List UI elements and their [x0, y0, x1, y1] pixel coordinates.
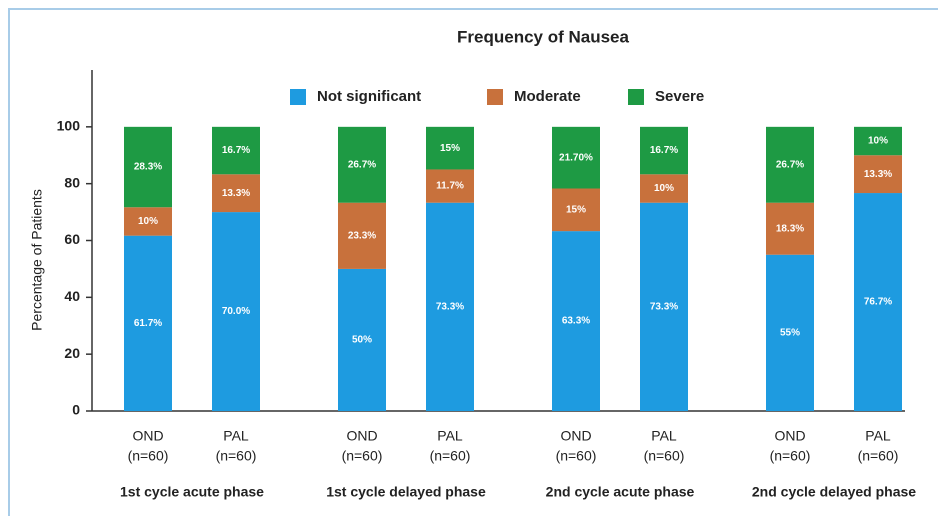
bar-segment	[552, 188, 600, 232]
bar-segment	[640, 174, 688, 203]
data-label: 28.3%	[134, 162, 162, 173]
group-label: 2nd cycle acute phase	[546, 484, 695, 500]
bar-segment	[766, 202, 814, 255]
chart-title: Frequency of Nausea	[457, 27, 629, 46]
y-tick-label: 60	[64, 231, 80, 247]
y-tick-label: 100	[57, 118, 81, 134]
group-label: 1st cycle delayed phase	[326, 484, 486, 500]
bar-segment	[124, 126, 172, 208]
bar-segment	[338, 126, 386, 203]
bar-segment	[124, 207, 172, 236]
legend-swatch	[290, 89, 306, 105]
data-label: 11.7%	[436, 181, 464, 192]
bar-segment	[426, 202, 474, 411]
bar-segment	[766, 254, 814, 411]
legend-swatch	[487, 89, 503, 105]
x-tick-sublabel: (n=60)	[342, 448, 383, 464]
bar-segment	[338, 202, 386, 269]
data-label: 63.3%	[562, 316, 590, 327]
data-label: 16.7%	[222, 145, 250, 156]
y-tick-label: 20	[64, 345, 80, 361]
x-tick-sublabel: (n=60)	[858, 448, 899, 464]
data-label: 10%	[868, 136, 888, 147]
data-label: 73.3%	[436, 301, 464, 312]
legend-label: Severe	[655, 88, 704, 105]
legend-label: Not significant	[317, 88, 421, 105]
bar-segment	[212, 212, 260, 411]
x-tick-sublabel: (n=60)	[430, 448, 471, 464]
bar-segment	[426, 169, 474, 203]
x-tick-sublabel: (n=60)	[128, 448, 169, 464]
x-tick-label: PAL	[865, 428, 891, 444]
data-label: 61.7%	[134, 318, 162, 329]
data-label: 70.0%	[222, 306, 250, 317]
x-tick-label: OND	[560, 428, 591, 444]
data-label: 15%	[566, 204, 586, 215]
x-tick-label: OND	[132, 428, 163, 444]
bar-segment	[212, 126, 260, 175]
x-tick-sublabel: (n=60)	[556, 448, 597, 464]
data-label: 18.3%	[776, 223, 804, 234]
bar-segment	[854, 193, 902, 411]
y-tick-label: 40	[64, 288, 80, 304]
x-tick-sublabel: (n=60)	[216, 448, 257, 464]
bar-segment	[338, 268, 386, 411]
bar-segment	[426, 126, 474, 170]
bar-segment	[552, 231, 600, 411]
x-tick-label: PAL	[651, 428, 677, 444]
y-axis-label: Percentage of Patients	[29, 189, 45, 331]
data-label: 76.7%	[864, 297, 892, 308]
x-tick-label: OND	[346, 428, 377, 444]
y-tick-label: 80	[64, 174, 80, 190]
bar-segment	[640, 202, 688, 411]
x-tick-label: PAL	[437, 428, 463, 444]
data-label: 15%	[440, 143, 460, 154]
y-tick-label: 0	[72, 402, 80, 418]
bar-segment	[212, 174, 260, 213]
data-label: 13.3%	[222, 188, 250, 199]
data-label: 21.70%	[559, 152, 593, 163]
data-label: 10%	[138, 216, 158, 227]
data-label: 26.7%	[348, 159, 376, 170]
group-label: 2nd cycle delayed phase	[752, 484, 916, 500]
bar-segment	[124, 235, 172, 411]
x-tick-label: PAL	[223, 428, 249, 444]
legend-swatch	[628, 89, 644, 105]
data-label: 13.3%	[864, 169, 892, 180]
data-label: 50%	[352, 335, 372, 346]
x-tick-sublabel: (n=60)	[644, 448, 685, 464]
frame	[8, 8, 938, 516]
bar-segment	[854, 155, 902, 194]
data-label: 73.3%	[650, 301, 678, 312]
x-tick-label: OND	[774, 428, 805, 444]
x-tick-sublabel: (n=60)	[770, 448, 811, 464]
data-label: 10%	[654, 183, 674, 194]
bar-segment	[766, 126, 814, 203]
data-label: 23.3%	[348, 230, 376, 241]
data-label: 16.7%	[650, 145, 678, 156]
bar-segment	[552, 126, 600, 189]
data-label: 55%	[780, 327, 800, 338]
bar-segment	[854, 126, 902, 156]
bar-segment	[640, 126, 688, 175]
legend-label: Moderate	[514, 88, 581, 105]
group-label: 1st cycle acute phase	[120, 484, 264, 500]
data-label: 26.7%	[776, 159, 804, 170]
